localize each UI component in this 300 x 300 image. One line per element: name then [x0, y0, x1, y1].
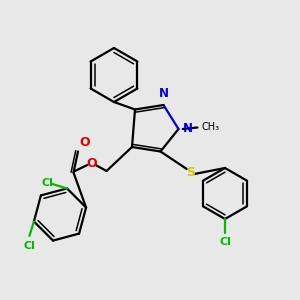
Text: CH₃: CH₃	[201, 122, 219, 133]
Text: Cl: Cl	[219, 237, 231, 247]
Text: O: O	[86, 157, 97, 170]
Text: S: S	[186, 166, 195, 179]
Text: Cl: Cl	[23, 241, 35, 251]
Text: N: N	[183, 122, 193, 136]
Text: N: N	[158, 87, 169, 100]
Text: Cl: Cl	[42, 178, 53, 188]
Text: O: O	[80, 136, 90, 148]
